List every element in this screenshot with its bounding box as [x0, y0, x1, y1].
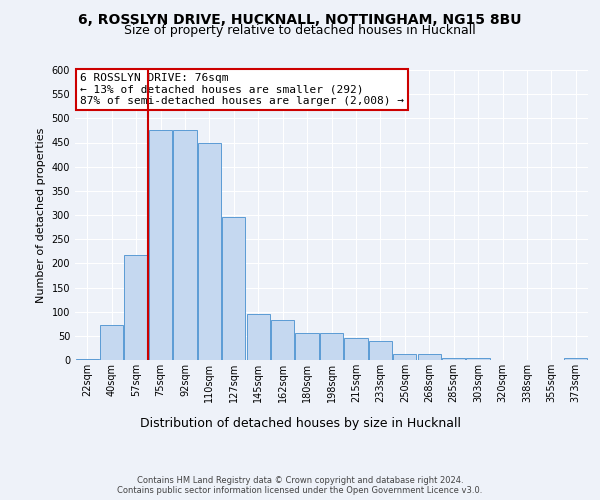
Text: Distribution of detached houses by size in Hucknall: Distribution of detached houses by size … [139, 418, 461, 430]
Bar [466, 358, 490, 360]
Bar [100, 325, 123, 360]
Bar [442, 358, 465, 360]
Y-axis label: Number of detached properties: Number of detached properties [36, 128, 46, 302]
Bar [124, 254, 148, 360]
Bar [320, 334, 343, 360]
Bar [369, 340, 392, 360]
Bar [393, 354, 416, 360]
Text: Size of property relative to detached houses in Hucknall: Size of property relative to detached ho… [124, 24, 476, 37]
Bar [295, 334, 319, 360]
Bar [173, 130, 197, 360]
Bar [76, 358, 99, 360]
Bar [418, 354, 441, 360]
Bar [271, 320, 294, 360]
Bar [564, 358, 587, 360]
Bar [198, 142, 221, 360]
Text: 6 ROSSLYN DRIVE: 76sqm
← 13% of detached houses are smaller (292)
87% of semi-de: 6 ROSSLYN DRIVE: 76sqm ← 13% of detached… [80, 73, 404, 106]
Text: Contains HM Land Registry data © Crown copyright and database right 2024.
Contai: Contains HM Land Registry data © Crown c… [118, 476, 482, 495]
Bar [344, 338, 368, 360]
Bar [222, 218, 245, 360]
Text: 6, ROSSLYN DRIVE, HUCKNALL, NOTTINGHAM, NG15 8BU: 6, ROSSLYN DRIVE, HUCKNALL, NOTTINGHAM, … [78, 12, 522, 26]
Bar [149, 130, 172, 360]
Bar [247, 314, 270, 360]
